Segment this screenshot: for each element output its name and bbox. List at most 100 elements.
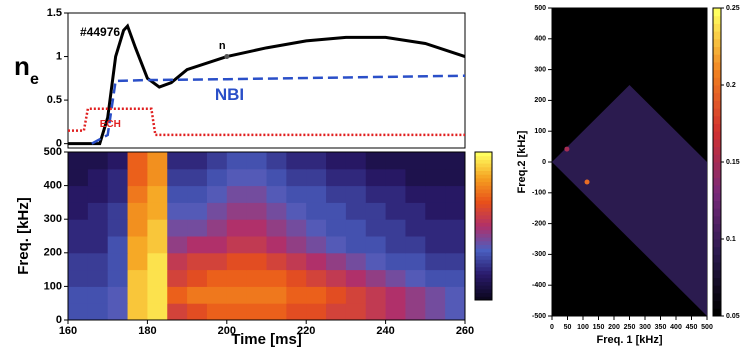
heat-cell (445, 286, 466, 304)
heat-cell (206, 252, 228, 271)
heat-cell (385, 303, 406, 321)
y-tick-label: 0 (56, 138, 62, 150)
y-tick-label: 500 (44, 146, 62, 158)
heat-cell (385, 152, 406, 170)
marker (224, 54, 230, 60)
heat-cell (167, 303, 188, 321)
heat-cell (365, 286, 387, 304)
series-line (68, 23, 466, 146)
heat-cell (226, 168, 248, 187)
y-label: Freq.2 [kHz] (516, 130, 528, 193)
colorbar-segment (713, 46, 721, 55)
hot-spot (584, 179, 590, 185)
heat-cell (107, 185, 129, 203)
x-label: Freq. 1 [kHz] (596, 334, 662, 346)
heat-cell (306, 303, 327, 321)
heat-cell (445, 236, 466, 254)
y-tick-label: 0 (542, 159, 546, 166)
colorbar-segment (475, 185, 492, 190)
colorbar-segment (713, 123, 721, 132)
colorbar-tick-label: 0.1 (726, 236, 736, 243)
heat-cell (385, 286, 406, 304)
heat-cell (445, 219, 466, 237)
heat-cell (385, 168, 406, 187)
shot-label: #44976 (80, 25, 120, 39)
heat-cell (405, 202, 426, 220)
x-tick-label: 240 (376, 325, 394, 337)
colorbar-segment (475, 211, 492, 216)
x-tick-label: 400 (670, 324, 682, 331)
y-tick-label: -500 (532, 313, 546, 320)
heat-cell (286, 303, 307, 321)
heat-cell (306, 236, 327, 254)
heat-cell (226, 219, 248, 237)
y-tick-label: 100 (44, 280, 62, 292)
colorbar-segment (713, 162, 721, 171)
heat-cell (306, 202, 327, 220)
y-tick-label: -300 (532, 251, 546, 258)
heat-cell (167, 168, 188, 187)
heat-cell (405, 219, 426, 237)
colorbar-segment (713, 308, 721, 317)
heat-cell (286, 269, 307, 287)
colorbar-segment (713, 54, 721, 63)
heat-cell (365, 252, 387, 271)
colorbar-segment (713, 231, 721, 240)
heat-cell (147, 236, 168, 254)
heat-cell (246, 236, 267, 254)
heat-cell (306, 219, 327, 237)
heat-cell (425, 252, 446, 271)
heat-cell (187, 286, 208, 304)
heat-cell (266, 219, 287, 237)
heat-cell (127, 168, 148, 187)
colorbar-segment (475, 248, 492, 253)
heat-cell (425, 168, 446, 187)
colorbar-segment (713, 215, 721, 225)
heat-cell (147, 269, 168, 287)
heat-cell (206, 185, 228, 203)
colorbar-segment (475, 152, 492, 157)
heat-cell (345, 168, 367, 187)
colorbar-segment (475, 163, 492, 168)
colorbar-segment (475, 189, 492, 194)
heat-cell (127, 236, 148, 254)
heat-cell (87, 185, 109, 203)
heat-cell (306, 269, 327, 287)
heat-cell (385, 202, 406, 220)
colorbar-segment (713, 169, 721, 178)
heat-cell (68, 269, 89, 287)
colorbar-segment (713, 38, 721, 47)
colorbar-segment (713, 146, 721, 155)
heat-cell (365, 152, 387, 170)
heat-cell (345, 219, 367, 237)
heat-cell (405, 286, 426, 304)
heat-cell (326, 152, 347, 170)
colorbar-segment (713, 208, 721, 217)
heat-cell (107, 252, 129, 271)
colorbar-segment (713, 31, 721, 40)
colorbar-segment (475, 200, 492, 205)
x-tick-label: 260 (456, 325, 474, 337)
heat-cell (445, 152, 466, 170)
heat-cell (127, 269, 148, 287)
heat-cell (246, 168, 267, 187)
heat-cell (87, 269, 109, 287)
x-tick-label: 500 (701, 324, 713, 331)
heat-cell (345, 202, 367, 220)
colorbar-segment (475, 159, 492, 164)
colorbar-segment (475, 266, 492, 271)
series-label: ECH (100, 119, 121, 130)
colorbar-segment (713, 192, 721, 201)
colorbar-segment (475, 285, 492, 290)
series-line (68, 107, 465, 137)
heat-cell (385, 236, 406, 254)
colorbar-segment (475, 288, 492, 294)
series-label: n (219, 40, 226, 52)
series-label: NBI (215, 85, 244, 104)
heat-cell (107, 269, 129, 287)
heat-cell (326, 202, 347, 220)
heat-cell (306, 286, 327, 304)
heat-cell (206, 168, 228, 187)
heat-cell (266, 286, 287, 304)
heat-cell (326, 286, 347, 304)
